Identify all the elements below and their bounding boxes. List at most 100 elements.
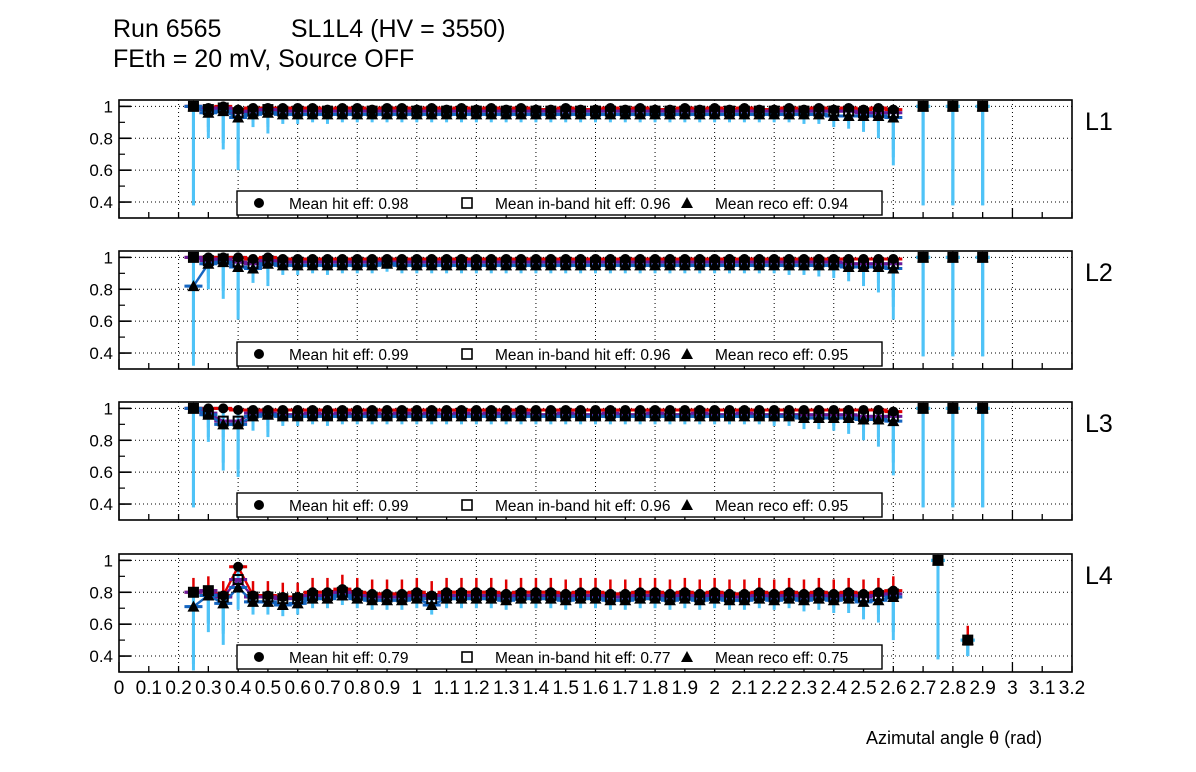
marker-triangle-reco-eff — [708, 410, 721, 422]
marker-triangle-reco-eff — [589, 259, 602, 271]
marker-triangle-reco-eff — [544, 410, 557, 422]
marker-triangle-reco-eff — [202, 257, 215, 269]
title-block: Run 6565 SL1L4 (HV = 3550) FEth = 20 mV,… — [113, 14, 506, 74]
marker-triangle-reco-eff — [768, 594, 781, 606]
x-tick-label: 2.7 — [910, 678, 936, 699]
marker-circle-hit-eff — [411, 587, 422, 598]
legend-marker-triangle — [681, 499, 693, 510]
y-tick-label: 0.8 — [89, 129, 113, 148]
marker-circle-hit-eff — [516, 404, 527, 415]
marker-triangle-reco-eff — [232, 581, 245, 593]
marker-circle-hit-eff — [277, 253, 288, 264]
marker-circle-hit-eff — [828, 253, 839, 264]
panel-label-l4: L4 — [1085, 562, 1113, 590]
marker-triangle-reco-eff — [693, 108, 706, 120]
marker-circle-hit-eff — [530, 253, 541, 264]
marker-circle-hit-eff — [233, 404, 244, 415]
legend-box — [236, 644, 883, 670]
marker-circle-hit-eff — [545, 587, 556, 598]
marker-circle-hit-eff — [516, 253, 527, 264]
marker-triangle-reco-eff — [559, 259, 572, 271]
marker-triangle-reco-eff — [634, 108, 647, 120]
x-tick-label: 0.4 — [225, 678, 252, 699]
marker-triangle-reco-eff — [961, 634, 974, 646]
marker-circle-hit-eff — [590, 253, 601, 264]
marker-triangle-reco-eff — [529, 410, 542, 422]
marker-triangle-reco-eff — [410, 108, 423, 120]
marker-circle-hit-eff — [307, 102, 318, 113]
marker-triangle-reco-eff — [678, 259, 691, 271]
marker-triangle-reco-eff — [738, 259, 751, 271]
marker-triangle-reco-eff — [351, 592, 364, 604]
x-tick-label: 0.7 — [314, 678, 340, 699]
marker-circle-hit-eff — [605, 102, 616, 113]
marker-triangle-reco-eff — [351, 108, 364, 120]
marker-circle-hit-eff — [382, 102, 393, 113]
marker-circle-hit-eff — [262, 252, 273, 263]
marker-triangle-reco-eff — [857, 109, 870, 121]
x-tick-label: 1.4 — [523, 678, 550, 699]
marker-triangle-reco-eff — [559, 410, 572, 422]
legend-box — [236, 190, 883, 216]
marker-circle-hit-eff — [337, 584, 348, 595]
marker-triangle-reco-eff — [410, 259, 423, 271]
marker-circle-hit-eff — [813, 102, 824, 113]
x-tick-label: 0.2 — [165, 678, 191, 699]
marker-triangle-reco-eff — [619, 410, 632, 422]
marker-triangle-reco-eff — [797, 108, 810, 120]
marker-triangle-reco-eff — [753, 592, 766, 604]
x-tick-label: 2.1 — [731, 678, 757, 699]
marker-circle-hit-eff — [858, 588, 869, 599]
marker-triangle-reco-eff — [440, 259, 453, 271]
marker-triangle-reco-eff — [753, 259, 766, 271]
marker-circle-hit-eff — [530, 587, 541, 598]
marker-triangle-reco-eff — [276, 108, 289, 120]
mean-line — [222, 566, 240, 597]
marker-circle-hit-eff — [367, 404, 378, 415]
marker-circle-hit-eff — [620, 253, 631, 264]
marker-triangle-reco-eff — [291, 259, 304, 271]
legend-label-reco: Mean reco eff: 0.94 — [715, 196, 849, 213]
marker-triangle-reco-eff — [768, 259, 781, 271]
marker-triangle-reco-eff — [887, 111, 900, 123]
marker-triangle-reco-eff — [306, 108, 319, 120]
marker-triangle-reco-eff — [887, 415, 900, 427]
marker-circle-hit-eff — [203, 252, 214, 263]
marker-circle-hit-eff — [560, 102, 571, 113]
marker-circle-hit-eff — [382, 588, 393, 599]
legend-marker-square — [461, 197, 473, 209]
marker-triangle-reco-eff — [232, 111, 245, 123]
marker-triangle-reco-eff — [619, 108, 632, 120]
marker-triangle-reco-eff — [202, 408, 215, 420]
marker-triangle-reco-eff — [797, 594, 810, 606]
marker-circle-hit-eff — [337, 102, 348, 113]
legend-marker-triangle — [681, 348, 693, 359]
x-tick-label: 1.9 — [672, 678, 698, 699]
marker-circle-hit-eff — [292, 102, 303, 113]
marker-circle-hit-eff — [188, 587, 199, 598]
marker-circle-hit-eff — [218, 403, 229, 414]
marker-triangle-reco-eff — [812, 259, 825, 271]
marker-circle-hit-eff — [411, 253, 422, 264]
marker-circle-hit-eff — [798, 588, 809, 599]
marker-triangle-reco-eff — [202, 589, 215, 601]
marker-triangle-reco-eff — [544, 108, 557, 120]
marker-circle-hit-eff — [501, 588, 512, 599]
marker-triangle-reco-eff — [634, 410, 647, 422]
marker-triangle-reco-eff — [261, 408, 274, 420]
marker-triangle-reco-eff — [574, 410, 587, 422]
panel-label-l3: L3 — [1085, 410, 1113, 438]
marker-triangle-reco-eff — [976, 402, 989, 414]
x-tick-label: 1.6 — [582, 678, 608, 699]
marker-triangle-reco-eff — [217, 256, 230, 268]
marker-circle-hit-eff — [352, 102, 363, 113]
marker-circle-hit-eff — [635, 587, 646, 598]
legend-label-hit: Mean hit eff: 0.99 — [289, 347, 409, 364]
marker-triangle-reco-eff — [946, 402, 959, 414]
x-tick-label: 2.9 — [969, 678, 995, 699]
marker-triangle-reco-eff — [604, 594, 617, 606]
marker-circle-hit-eff — [635, 102, 646, 113]
marker-triangle-reco-eff — [440, 592, 453, 604]
legend-label-inband: Mean in-band hit eff: 0.77 — [495, 650, 671, 667]
